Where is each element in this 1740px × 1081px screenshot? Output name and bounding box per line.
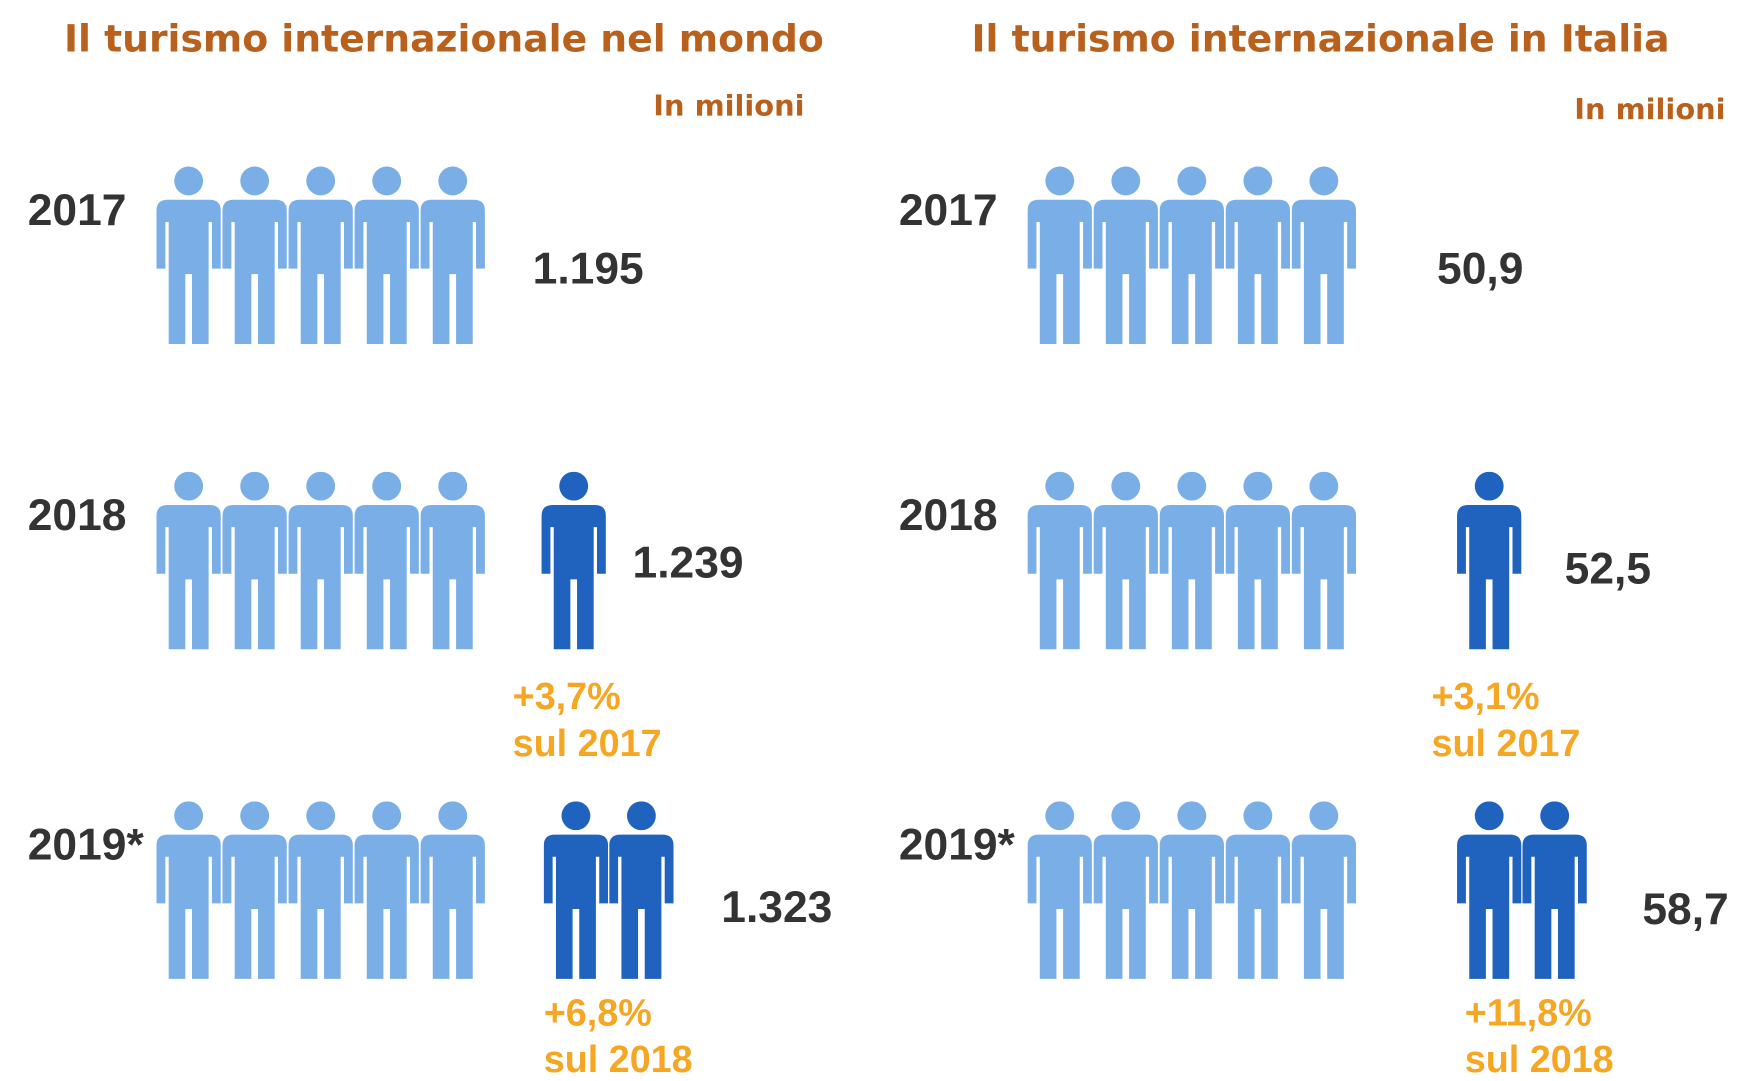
year-label: 2019*: [899, 821, 1016, 870]
person-icon: [288, 166, 353, 345]
person-icon-increase: [543, 801, 609, 979]
person-icon: [1159, 166, 1224, 345]
value-label: 1.323: [721, 883, 832, 932]
person-icon: [1225, 166, 1291, 345]
person-icon: [354, 801, 419, 979]
person-icon-increase: [609, 801, 674, 979]
value-label: 58,7: [1642, 885, 1728, 934]
value-label: 52,5: [1565, 544, 1651, 593]
person-icon: [156, 166, 221, 345]
change-label: +11,8%: [1465, 991, 1592, 1033]
unit-label: In milioni: [653, 89, 804, 123]
person-icon: [354, 166, 419, 345]
year-label: 2018: [899, 491, 998, 540]
person-icon: [420, 801, 485, 979]
person-icon: [1291, 471, 1357, 650]
person-icon-increase: [1457, 801, 1522, 979]
year-label: 2017: [899, 186, 998, 235]
person-icon: [420, 166, 485, 345]
person-icon: [288, 471, 353, 650]
change-label: +3,7%: [513, 675, 621, 717]
change-reference: sul 2018: [1465, 1038, 1614, 1080]
year-label: 2019*: [28, 821, 145, 870]
person-icon: [420, 471, 485, 650]
person-icon: [1159, 801, 1224, 979]
person-icon: [288, 801, 353, 979]
year-label: 2017: [28, 186, 127, 235]
value-label: 50,9: [1437, 245, 1523, 294]
person-icon: [1291, 166, 1357, 345]
change-reference: sul 2017: [1432, 722, 1581, 764]
person-icon-increase: [541, 471, 606, 650]
person-icon: [222, 166, 287, 345]
change-label: +6,8%: [544, 991, 652, 1033]
unit-label: In milioni: [1574, 92, 1725, 126]
person-icon: [222, 471, 287, 650]
person-icon: [1027, 166, 1092, 345]
change-reference: sul 2018: [544, 1038, 693, 1080]
person-icon: [1093, 166, 1158, 345]
person-icon-increase: [1457, 471, 1522, 650]
person-icon-increase: [1522, 801, 1587, 979]
person-icon: [1027, 801, 1092, 979]
person-icon: [1225, 471, 1291, 650]
person-icon: [1093, 801, 1158, 979]
change-label: +3,1%: [1432, 675, 1540, 717]
person-icon: [156, 801, 221, 979]
person-icon: [156, 471, 221, 650]
value-label: 1.239: [633, 539, 744, 588]
person-icon: [354, 471, 419, 650]
person-icon: [1225, 801, 1291, 979]
year-label: 2018: [28, 491, 127, 540]
person-icon: [1291, 801, 1357, 979]
person-icon: [1093, 471, 1158, 650]
panel-title: Il turismo internazionale nel mondo: [64, 17, 824, 61]
panel-title: Il turismo internazionale in Italia: [972, 17, 1670, 61]
value-label: 1.195: [533, 245, 644, 294]
person-icon: [1159, 471, 1224, 650]
person-icon: [222, 801, 287, 979]
change-reference: sul 2017: [513, 722, 662, 764]
person-icon: [1027, 471, 1092, 650]
